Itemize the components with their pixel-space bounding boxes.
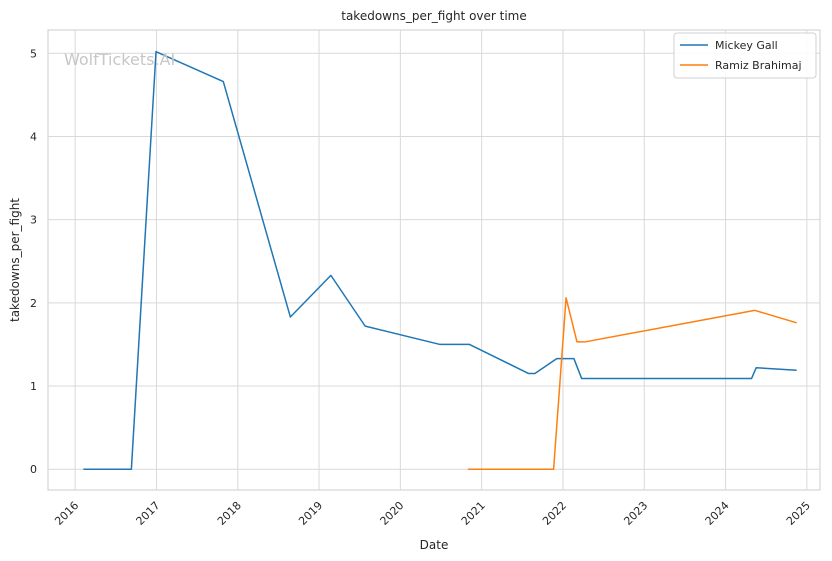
x-tick-label: 2017 — [134, 499, 163, 528]
y-tick-label: 5 — [30, 47, 37, 60]
x-tick-label: 2018 — [215, 499, 244, 528]
x-axis-label: Date — [420, 538, 449, 552]
legend-label-ramiz-brahimaj: Ramiz Brahimaj — [715, 59, 802, 72]
y-tick-label: 3 — [30, 214, 37, 227]
legend: Mickey Gall Ramiz Brahimaj — [673, 32, 817, 79]
series-line-ramiz-brahimaj — [467, 297, 797, 470]
y-tick-label: 2 — [30, 297, 37, 310]
y-tick-label: 4 — [30, 130, 37, 143]
y-tick-label: 0 — [30, 463, 37, 476]
x-tick-labels: 2016 2017 2018 2019 2020 2021 2022 2023 2024 2025 — [52, 499, 813, 528]
x-tick-label: 2025 — [784, 499, 813, 528]
y-axis-label: takedowns_per_fight — [8, 198, 22, 322]
x-tick-label: 2019 — [296, 499, 325, 528]
x-tick-label: 2020 — [377, 499, 406, 528]
x-tick-label: 2022 — [540, 499, 569, 528]
x-tick-label: 2021 — [459, 499, 488, 528]
watermark-text: WolfTickets.AI — [64, 50, 175, 69]
x-tick-label: 2016 — [52, 499, 81, 528]
x-tick-label: 2024 — [703, 499, 732, 528]
legend-label-mickey-gall: Mickey Gall — [715, 39, 778, 52]
plot-area — [47, 29, 821, 491]
x-tick-label: 2023 — [621, 499, 650, 528]
chart-title: takedowns_per_fight over time — [341, 9, 527, 23]
y-tick-labels: 0 1 2 3 4 5 — [30, 47, 37, 476]
series-lines — [83, 50, 797, 470]
series-line-mickey-gall — [83, 50, 797, 470]
grid-lines — [48, 30, 820, 490]
legend-box — [673, 32, 817, 79]
y-tick-label: 1 — [30, 380, 37, 393]
